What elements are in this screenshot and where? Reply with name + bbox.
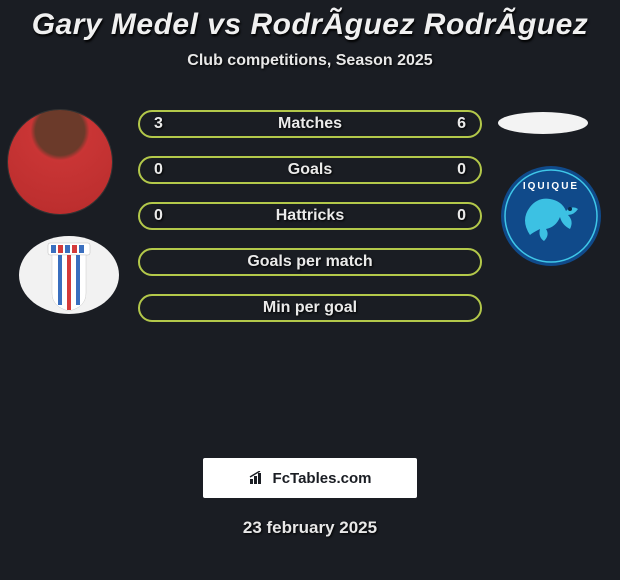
club-left-badge	[18, 235, 120, 315]
player-left-avatar	[8, 110, 112, 214]
subtitle: Club competitions, Season 2025	[0, 52, 620, 70]
stat-left-value: 0	[154, 207, 194, 225]
stat-row-matches: 3 Matches 6	[138, 110, 482, 138]
watermark: FcTables.com	[203, 458, 417, 498]
chart-icon	[249, 471, 267, 485]
player-right-avatar-placeholder	[498, 112, 588, 134]
stat-row-hattricks: 0 Hattricks 0	[138, 202, 482, 230]
stat-row-goals-per-match: Goals per match	[138, 248, 482, 276]
stat-label: Goals	[194, 161, 426, 179]
stat-label: Matches	[194, 115, 426, 133]
stat-row-min-per-goal: Min per goal	[138, 294, 482, 322]
svg-text:IQUIQUE: IQUIQUE	[523, 181, 579, 192]
stat-right-value: 0	[426, 207, 466, 225]
main-area: IQUIQUE 3 Matches 6 0 Goals 0 0 Hattrick…	[0, 110, 620, 450]
stat-left-value: 3	[154, 115, 194, 133]
stat-right-value: 0	[426, 161, 466, 179]
stat-row-goals: 0 Goals 0	[138, 156, 482, 184]
date-label: 23 february 2025	[0, 518, 620, 538]
club-right-badge: IQUIQUE	[500, 165, 602, 267]
stat-right-value: 6	[426, 115, 466, 133]
stats-column: 3 Matches 6 0 Goals 0 0 Hattricks 0 Goal…	[138, 110, 482, 340]
stat-label: Min per goal	[194, 299, 426, 317]
stat-label: Hattricks	[194, 207, 426, 225]
watermark-text: FcTables.com	[273, 470, 372, 487]
stat-left-value: 0	[154, 161, 194, 179]
comparison-card: Gary Medel vs RodrÃ­guez RodrÃ­guez Club…	[0, 0, 620, 538]
stat-label: Goals per match	[194, 253, 426, 271]
page-title: Gary Medel vs RodrÃ­guez RodrÃ­guez	[0, 8, 620, 42]
